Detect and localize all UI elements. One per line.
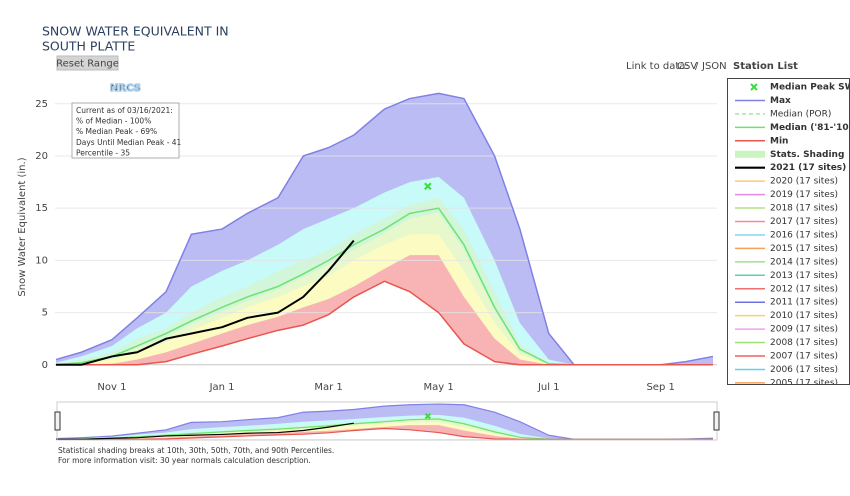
y-tick-label: 25 [35, 99, 48, 110]
legend-label[interactable]: 2009 (17 sites) [770, 325, 838, 335]
legend-label[interactable]: 2008 (17 sites) [770, 338, 838, 348]
legend-label[interactable]: 2007 (17 sites) [770, 352, 838, 362]
peak-marker [424, 413, 431, 420]
y-tick-label: 0 [42, 360, 48, 371]
reset-button-bg[interactable] [56, 55, 119, 71]
legend-label[interactable]: 2006 (17 sites) [770, 365, 838, 375]
link-json[interactable]: JSON [701, 61, 727, 72]
x-tick-label: Jul 1 [537, 382, 560, 393]
legend-label[interactable]: Median (POR) [770, 109, 831, 119]
legend-symbol [750, 83, 758, 91]
legend-label[interactable]: 2019 (17 sites) [770, 190, 838, 200]
area [56, 428, 713, 440]
reset-button-label[interactable]: Reset Range [56, 59, 119, 70]
legend-label[interactable]: 2016 (17 sites) [770, 230, 838, 240]
link-prefix: Link to data: [626, 61, 689, 72]
x-tick-label: Mar 1 [314, 382, 342, 393]
legend-label[interactable]: 2013 (17 sites) [770, 271, 838, 281]
link-csv[interactable]: CSV [677, 61, 697, 72]
legend-label[interactable]: 2011 (17 sites) [770, 298, 838, 308]
info-line: Percentile - 35 [76, 148, 130, 157]
slider-handle[interactable] [713, 411, 720, 431]
title: SNOW WATER EQUIVALENT IN [42, 24, 229, 39]
legend-label[interactable]: 2010 (17 sites) [770, 311, 838, 321]
line [56, 239, 355, 366]
info-line: % Median Peak - 69% [76, 127, 157, 136]
range-slider[interactable] [54, 401, 720, 441]
legend-label[interactable]: 2017 (17 sites) [770, 217, 838, 227]
y-tick-label: 10 [35, 255, 48, 266]
reset-button[interactable]: Reset Range [56, 55, 119, 71]
link-sep: / [695, 61, 699, 72]
peak-marker [424, 182, 432, 190]
logo: NRCS [110, 83, 141, 94]
legend-label[interactable]: Max [770, 96, 791, 106]
legend-label[interactable]: 2018 (17 sites) [770, 204, 838, 214]
y-axis-label: Snow Water Equivalent (in.) [17, 157, 28, 296]
info-line: % of Median - 100% [76, 117, 151, 126]
info-line: Current as of 03/16/2021: [76, 106, 173, 115]
info-box [71, 102, 180, 159]
legend-box [727, 78, 850, 385]
area [56, 281, 713, 365]
note: For more information visit: 30 year norm… [58, 456, 311, 465]
legend-label[interactable]: Min [770, 136, 788, 146]
y-tick-label: 15 [35, 203, 48, 214]
line [56, 427, 713, 440]
legend-label[interactable]: 2020 (17 sites) [770, 177, 838, 187]
x-tick-label: May 1 [424, 382, 454, 393]
line [56, 422, 354, 440]
slider-handle[interactable] [54, 411, 61, 431]
legend: Median Peak SWE Max Median (POR) Median ('8… [735, 83, 850, 388]
legend-label[interactable]: 2015 (17 sites) [770, 244, 838, 254]
legend-title: Station List [733, 61, 798, 72]
line [56, 280, 713, 366]
title: SOUTH PLATTE [42, 39, 135, 54]
legend-label[interactable]: Median Peak SWE [770, 83, 850, 93]
legend-label[interactable]: 2014 (17 sites) [770, 257, 838, 267]
info-line: Days Until Median Peak - 41 [76, 138, 182, 147]
y-tick-label: 20 [35, 151, 48, 162]
legend-label[interactable]: 2021 (17 sites) [770, 163, 846, 173]
legend-label[interactable]: Median ('81-'10) [770, 123, 850, 133]
x-tick-label: Jan 1 [209, 382, 235, 393]
legend-label[interactable]: Stats. Shading [770, 150, 844, 160]
legend-label[interactable]: 2005 (17 sites) [770, 378, 838, 388]
y-tick-label: 5 [42, 308, 48, 319]
x-tick-label: Nov 1 [97, 382, 126, 393]
legend-label[interactable]: 2012 (17 sites) [770, 284, 838, 294]
plot-area: 0 5 10 15 20 25 Nov 1 Jan 1 Mar 1 May 1 Jul 1 Sep 1 [35, 92, 717, 393]
note: Statistical shading breaks at 10th, 30th… [58, 446, 334, 455]
x-tick-label: Sep 1 [646, 382, 674, 393]
